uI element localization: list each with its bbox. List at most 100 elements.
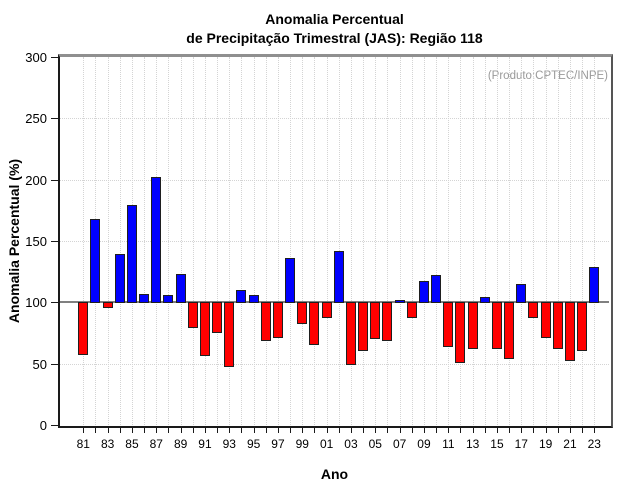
bar-year-1992	[212, 302, 223, 333]
x-axis-tick-label: 19	[538, 437, 553, 451]
source-annotation: (Produto:CPTEC/INPE)	[487, 70, 608, 82]
bar-year-2002	[333, 250, 344, 304]
bar-year-1987	[151, 177, 162, 304]
bar-year-2001	[321, 302, 332, 319]
bar-year-2008	[406, 302, 417, 319]
x-axis-title: Ano	[320, 466, 349, 482]
bar-year-2023	[589, 266, 600, 304]
bar-year-2015	[491, 302, 502, 349]
y-axis-tick	[51, 302, 58, 304]
bar-year-1994	[236, 290, 247, 304]
x-axis-tick	[302, 427, 304, 433]
x-axis-tick	[314, 427, 316, 433]
x-axis-tick	[533, 427, 535, 433]
x-axis-tick-label: 11	[442, 437, 455, 451]
plot-area	[60, 57, 609, 425]
x-axis-tick	[569, 427, 571, 433]
x-axis-tick	[290, 427, 292, 433]
x-axis-tick-label: 09	[417, 437, 431, 451]
x-axis-tick	[509, 427, 511, 433]
y-axis-tick	[51, 425, 58, 426]
x-axis-tick	[180, 427, 182, 433]
bar-year-1991	[199, 302, 210, 357]
h-gridline	[60, 363, 609, 365]
bar-year-1981	[78, 302, 89, 355]
chart-title: Anomalia Percentual de Precipitação Trim…	[60, 10, 609, 48]
x-axis-tick-label: 97	[271, 437, 285, 451]
bar-year-2021	[564, 302, 575, 361]
x-axis-tick-label: 23	[587, 437, 601, 451]
x-axis-tick	[472, 427, 474, 433]
bar-year-1986	[139, 293, 150, 304]
h-gridline	[60, 241, 609, 242]
bar-year-2013	[467, 302, 478, 349]
x-axis-tick-label: 17	[514, 437, 528, 451]
bar-year-2016	[504, 302, 515, 359]
x-axis-tick	[521, 427, 523, 433]
y-axis-tick-label: 300	[25, 50, 47, 65]
x-axis-tick	[168, 427, 170, 433]
x-axis-tick	[460, 427, 462, 433]
x-axis-tick	[594, 427, 596, 433]
x-axis-tick	[423, 427, 425, 433]
x-axis-tick	[217, 427, 219, 433]
bar-year-1995	[248, 294, 259, 304]
x-axis-tick	[156, 427, 158, 433]
y-axis-tick-label: 100	[25, 295, 47, 311]
y-axis-tick	[51, 363, 58, 365]
bar-year-2022	[577, 302, 588, 352]
bar-year-2017	[516, 283, 527, 304]
bar-year-1983	[102, 302, 113, 309]
bar-year-2009	[418, 281, 429, 304]
x-axis-tick	[557, 427, 559, 433]
h-gridline	[60, 118, 609, 120]
bar-year-2010	[431, 275, 442, 304]
x-axis-tick	[496, 427, 498, 433]
x-axis-tick	[277, 427, 279, 433]
x-axis-tick	[204, 427, 206, 433]
x-axis-tick-label: 85	[125, 437, 139, 451]
bar-year-2006	[382, 302, 393, 342]
x-axis-tick	[582, 427, 584, 433]
x-axis-tick	[436, 427, 438, 433]
y-axis-tick-label: 0	[39, 418, 47, 433]
x-axis-tick	[229, 427, 231, 433]
x-axis-tick-label: 05	[368, 437, 382, 451]
bar-year-2014	[479, 297, 490, 304]
x-axis-tick	[399, 427, 401, 433]
bar-year-2000	[309, 302, 320, 346]
x-axis-tick	[119, 427, 121, 433]
x-axis-tick	[363, 427, 365, 433]
x-axis-tick	[350, 427, 352, 433]
x-axis-tick	[338, 427, 340, 433]
x-axis-tick	[375, 427, 377, 433]
x-axis-tick-label: 83	[100, 437, 115, 451]
x-axis-tick	[265, 427, 267, 433]
chart-title-line2: de Precipitação Trimestral (JAS): Região…	[186, 29, 483, 46]
x-axis-tick	[448, 427, 450, 433]
y-axis-tick-label: 50	[32, 356, 47, 372]
y-axis-tick-label: 200	[25, 172, 47, 188]
y-axis-tick-label: 150	[25, 234, 47, 249]
x-axis-tick	[326, 427, 328, 433]
y-axis-tick	[51, 241, 58, 242]
x-axis-tick	[83, 427, 85, 433]
bar-year-2020	[552, 302, 563, 349]
x-axis-tick	[241, 427, 243, 433]
y-axis-tick	[51, 118, 58, 120]
bar-year-1982	[90, 218, 101, 304]
y-axis-tick	[51, 57, 58, 58]
x-axis-tick-label: 03	[344, 437, 358, 451]
x-axis-tick	[131, 427, 133, 433]
bar-year-2012	[455, 302, 466, 364]
x-axis-tick	[411, 427, 413, 433]
bar-year-1985	[126, 205, 137, 304]
bar-year-1990	[187, 302, 198, 328]
chart-title-line1: Anomalia Percentual	[265, 11, 404, 27]
x-axis-tick	[144, 427, 146, 433]
x-axis-tick	[95, 427, 97, 433]
x-axis-tick	[545, 427, 547, 433]
x-axis-tick-label: 13	[465, 437, 480, 451]
y-axis-tick	[51, 179, 58, 181]
bar-year-2007	[394, 299, 405, 304]
